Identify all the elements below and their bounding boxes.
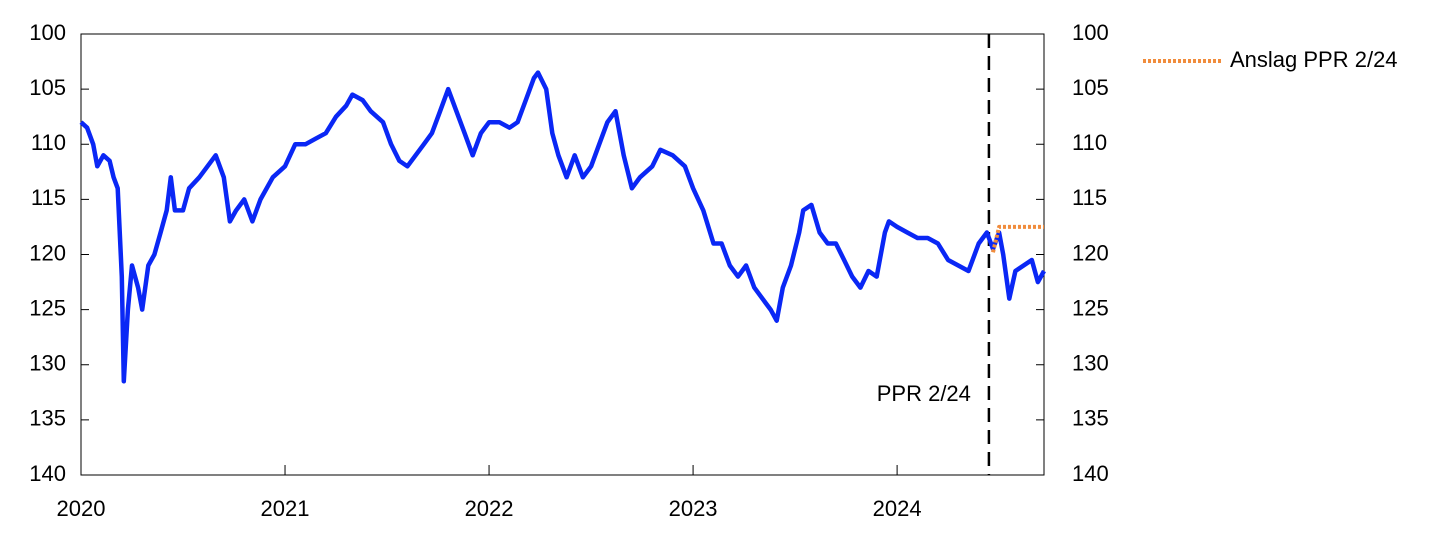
x-tick-label: 2021 xyxy=(261,496,310,521)
y2-tick-label: 130 xyxy=(1072,351,1109,376)
y-tick-label: 125 xyxy=(29,295,66,320)
x-tick-label: 2022 xyxy=(465,496,514,521)
y2-tick-label: 105 xyxy=(1072,75,1109,100)
y2-tick-label: 120 xyxy=(1072,240,1109,265)
y2-tick-label: 110 xyxy=(1072,130,1107,155)
y-tick-label: 140 xyxy=(29,461,66,486)
y2-tick-label: 100 xyxy=(1072,20,1109,45)
y2-tick-label: 115 xyxy=(1072,185,1107,210)
y-tick-label: 105 xyxy=(29,75,66,100)
series-line xyxy=(991,224,1044,253)
y2-tick-label: 135 xyxy=(1072,406,1109,431)
series-line xyxy=(79,70,1046,384)
y-tick-label: 115 xyxy=(31,185,66,210)
y2-tick-label: 140 xyxy=(1072,461,1109,486)
legend-label: Anslag PPR 2/24 xyxy=(1230,47,1398,72)
y-tick-label: 110 xyxy=(31,130,66,155)
y-tick-label: 100 xyxy=(29,20,66,45)
x-tick-label: 2023 xyxy=(669,496,718,521)
annotation: PPR 2/24 xyxy=(877,381,971,406)
y2-tick-label: 125 xyxy=(1072,295,1109,320)
x-tick-label: 2024 xyxy=(873,496,922,521)
y-tick-label: 130 xyxy=(29,351,66,376)
y-tick-label: 120 xyxy=(29,240,66,265)
y-tick-label: 135 xyxy=(29,406,66,431)
x-tick-label: 2020 xyxy=(57,496,106,521)
plot-frame xyxy=(80,33,1045,476)
